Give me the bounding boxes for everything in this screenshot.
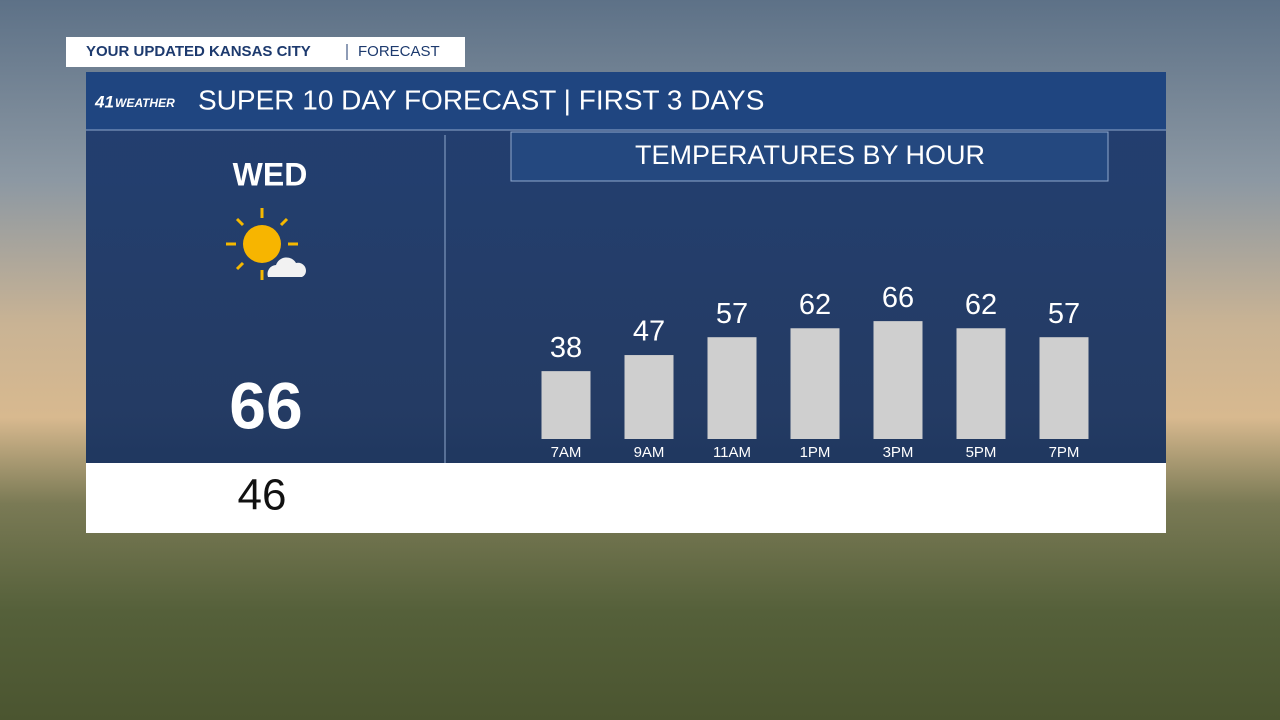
bar (956, 328, 1006, 439)
bar (707, 337, 757, 439)
high-temp: 66 (229, 368, 302, 442)
x-tick-label: 7PM (1049, 444, 1080, 461)
value-label: 66 (882, 282, 914, 314)
value-label: 62 (965, 289, 997, 321)
title-bar (86, 72, 1166, 130)
chart-title: TEMPERATURES BY HOUR (635, 140, 985, 170)
graphic-title: SUPER 10 DAY FORECAST | FIRST 3 DAYS (198, 84, 764, 115)
day-name: WED (233, 156, 308, 192)
bar (873, 321, 923, 439)
low-strip (86, 463, 1166, 533)
logo-number: 41 (94, 92, 114, 111)
x-tick-label: 5PM (966, 444, 997, 461)
x-tick-label: 3PM (883, 444, 914, 461)
x-tick-label: 11AM (713, 444, 751, 461)
tab-subtitle: FORECAST (358, 43, 440, 60)
bar (541, 371, 591, 439)
bar (624, 355, 674, 439)
value-label: 38 (550, 332, 582, 364)
bar (790, 328, 840, 439)
x-tick-label: 1PM (800, 444, 831, 461)
chart-title-box (510, 131, 1109, 182)
sun-cloud-icon (226, 208, 307, 280)
header-tab (66, 37, 465, 67)
x-tick-label: 7AM (551, 444, 582, 461)
value-label: 47 (633, 316, 665, 348)
low-temp: 46 (238, 471, 287, 520)
x-tick-label: 9AM (634, 444, 665, 461)
tab-title: YOUR UPDATED KANSAS CITY (86, 43, 311, 60)
value-label: 62 (799, 289, 831, 321)
logo-text: WEATHER (115, 96, 175, 110)
value-label: 57 (1048, 298, 1080, 330)
bar (1039, 337, 1089, 439)
value-label: 57 (716, 298, 748, 330)
